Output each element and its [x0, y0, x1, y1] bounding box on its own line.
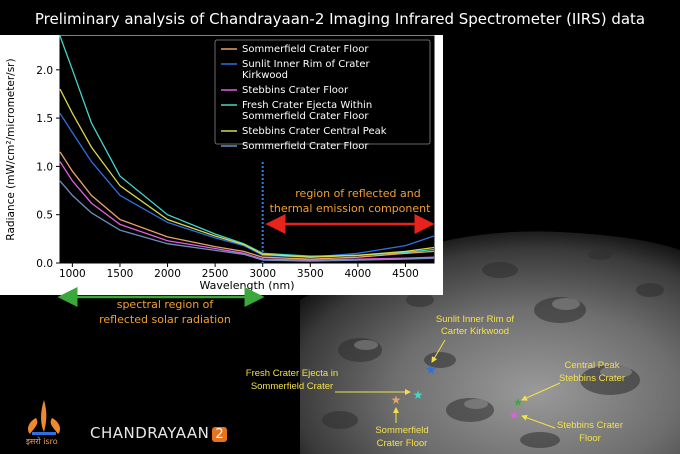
map-annotations: Sunlit Inner Rim of Carter Kirkwood Fres… — [246, 314, 625, 449]
chandrayaan-logo: CHANDRAYAAN 2 — [90, 424, 228, 442]
legend-label-5: Sommerfield Crater Floor — [242, 141, 369, 152]
chart: 1000 1500 2000 2500 3000 3500 4000 4500 0.0 0.5 1.… — [5, 35, 435, 292]
y-tick-label-2: 1.0 — [36, 161, 53, 173]
reflected-region-line1: region of reflected and — [295, 187, 420, 200]
x-tick-label-3: 2500 — [202, 268, 229, 280]
marker-stebbins-floor: ★ — [509, 410, 519, 422]
x-tick-label-6: 4000 — [345, 268, 372, 280]
legend-label-4: Stebbins Crater Central Peak — [242, 126, 387, 137]
logo-name: CHANDRAYAAN — [90, 424, 210, 442]
y-tick-label-3: 1.5 — [36, 113, 53, 125]
solar-region-line1: spectral region of — [117, 298, 215, 311]
page-title: Preliminary analysis of Chandrayaan-2 Im… — [34, 10, 646, 28]
x-tick-label-2: 2000 — [154, 268, 181, 280]
solar-region-line2: reflected solar radiation — [99, 313, 231, 326]
label-central-peak-2: Stebbins Crater — [559, 373, 625, 384]
x-tick-label-1: 1500 — [107, 268, 134, 280]
x-tick-label-4: 3000 — [249, 268, 276, 280]
label-stebbins-floor-1: Stebbins Crater — [557, 420, 623, 431]
marker-sommerfield-floor: ★ — [391, 393, 402, 407]
marker-ejecta: ★ — [413, 388, 424, 402]
plot-frame — [59, 35, 435, 264]
series-line-0 — [59, 151, 435, 260]
y-tick-label-4: 2.0 — [36, 65, 53, 77]
label-sommerfield-floor-2: Crater Floor — [377, 438, 428, 449]
x-tick-label-7: 4500 — [392, 268, 419, 280]
label-kirkwood-2: Carter Kirkwood — [441, 326, 509, 337]
label-kirkwood-1: Sunlit Inner Rim of — [436, 314, 515, 325]
y-axis-label: Radiance (mW/cm²/micrometer/sr) — [5, 58, 17, 240]
label-stebbins-floor-2: Floor — [579, 433, 601, 444]
label-central-peak-1: Central Peak — [565, 360, 620, 371]
legend-label-0: Sommerfield Crater Floor — [242, 44, 369, 55]
legend-box — [214, 39, 431, 145]
legend-label-2: Stebbins Crater Floor — [242, 85, 349, 96]
x-axis-label: Wavelength (nm) — [199, 279, 294, 292]
marker-central-peak: ★ — [513, 397, 523, 409]
legend-label-1: Sunlit Inner Rim of Crater — [242, 59, 371, 70]
isro-label: इसरो isro — [26, 437, 58, 446]
marker-kirkwood: ★ — [425, 362, 437, 377]
series-line-1 — [59, 112, 435, 258]
label-sommerfield-floor-1: Sommerfield — [375, 425, 428, 436]
y-tick-label-1: 0.5 — [36, 210, 53, 222]
series-line-2 — [59, 161, 435, 261]
legend-label-1-b: Kirkwood — [242, 70, 288, 81]
logo-number: 2 — [212, 427, 228, 442]
isro-logo-icon — [28, 400, 60, 435]
series-line-5 — [59, 180, 435, 262]
legend-label-3: Fresh Crater Ejecta Within — [242, 100, 372, 111]
legend-label-3-b: Sommerfield Crater Floor — [242, 111, 369, 122]
series-line-4 — [59, 88, 435, 258]
reflected-region-line2: thermal emission component — [270, 202, 432, 215]
x-tick-label-5: 3500 — [297, 268, 324, 280]
label-ejecta-1: Fresh Crater Ejecta in — [246, 368, 338, 379]
y-tick-label-0: 0.0 — [36, 258, 53, 270]
label-ejecta-2: Sommerfield Crater — [251, 381, 333, 392]
x-tick-label-0: 1000 — [59, 268, 86, 280]
